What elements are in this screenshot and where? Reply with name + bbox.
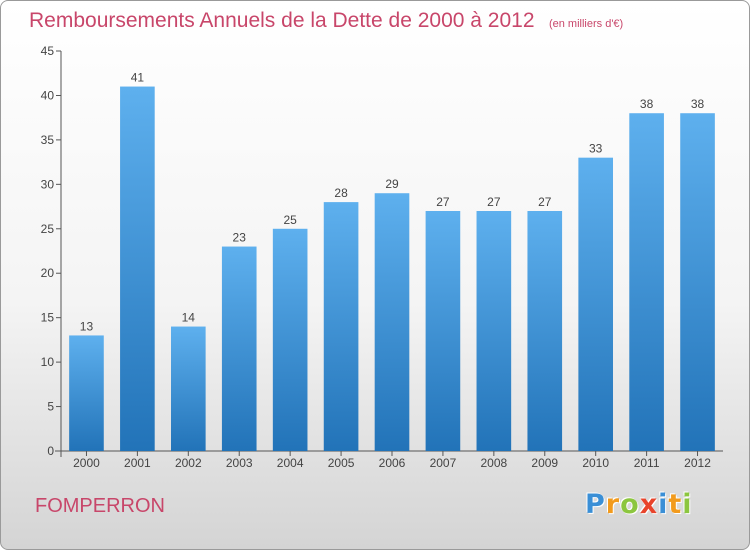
- x-tick-label: 2011: [634, 456, 660, 470]
- bar: [120, 86, 155, 452]
- bars-group: [69, 86, 715, 452]
- logo-letter: i: [658, 489, 669, 520]
- bar: [374, 193, 410, 451]
- bar: [476, 211, 512, 451]
- logo-letter: x: [639, 489, 659, 520]
- bar: [425, 211, 461, 451]
- y-tick-label: 20: [41, 266, 55, 280]
- logo-letter: r: [605, 489, 621, 520]
- labels-group: 13 2000 41 2001 14 2002 23 2003 25 2004 28 2005 29 20…: [73, 71, 711, 470]
- x-tick-label: 2006: [379, 456, 406, 470]
- chart-title: Remboursements Annuels de la Dette de 20…: [29, 9, 535, 32]
- x-tick-label: 2003: [226, 456, 253, 470]
- logo-letter: o: [620, 489, 640, 520]
- bar: [578, 157, 614, 451]
- bar-value-label: 33: [589, 142, 603, 156]
- bar-value-label: 38: [691, 97, 705, 111]
- y-tick-label: 35: [41, 133, 55, 147]
- x-tick-label: 2008: [480, 456, 507, 470]
- y-tick-label: 25: [41, 222, 55, 236]
- logo-letter: P: [585, 489, 606, 520]
- bar-value-label: 25: [283, 213, 297, 227]
- bar-value-label: 13: [80, 319, 94, 333]
- chart-subtitle: (en milliers d'€): [548, 18, 624, 30]
- bar: [629, 113, 664, 451]
- bar: [680, 113, 715, 451]
- bar-value-label: 23: [233, 231, 247, 245]
- bar-value-label: 28: [334, 186, 348, 200]
- y-tick-label: 0: [47, 444, 54, 458]
- y-tick-label: 10: [41, 355, 55, 369]
- x-tick-label: 2012: [684, 456, 711, 470]
- x-tick-label: 2005: [328, 456, 355, 470]
- bar-value-label: 41: [131, 71, 145, 85]
- x-tick-label: 2001: [124, 456, 151, 470]
- bar: [272, 228, 308, 451]
- bar: [323, 202, 359, 451]
- bar-value-label: 27: [538, 195, 552, 209]
- logo-letter: i: [682, 489, 693, 520]
- x-tick-label: 2004: [277, 456, 304, 470]
- bar: [527, 211, 563, 451]
- y-tick-label: 40: [41, 88, 55, 102]
- bar-value-label: 14: [182, 311, 196, 325]
- x-tick-label: 2009: [531, 456, 558, 470]
- logo-letter: t: [668, 489, 683, 520]
- bar-value-label: 27: [487, 195, 501, 209]
- x-tick-label: 2002: [175, 456, 202, 470]
- bar-value-label: 38: [640, 97, 654, 111]
- proxiti-logo: Proxiti: [585, 489, 693, 520]
- commune-name: FOMPERRON: [35, 495, 165, 517]
- y-tick-label: 30: [41, 177, 55, 191]
- bar: [69, 335, 104, 451]
- y-tick-label: 5: [47, 400, 54, 414]
- y-tick-label: 45: [41, 44, 55, 58]
- bar-value-label: 27: [436, 195, 450, 209]
- x-tick-label: 2000: [73, 456, 100, 470]
- title-row: Remboursements Annuels de la Dette de 20…: [29, 9, 623, 33]
- bar: [170, 326, 206, 451]
- y-tick-label: 15: [41, 311, 55, 325]
- bar: [221, 246, 257, 451]
- x-tick-label: 2010: [582, 456, 609, 470]
- bar-value-label: 29: [385, 177, 399, 191]
- x-tick-label: 2007: [430, 456, 457, 470]
